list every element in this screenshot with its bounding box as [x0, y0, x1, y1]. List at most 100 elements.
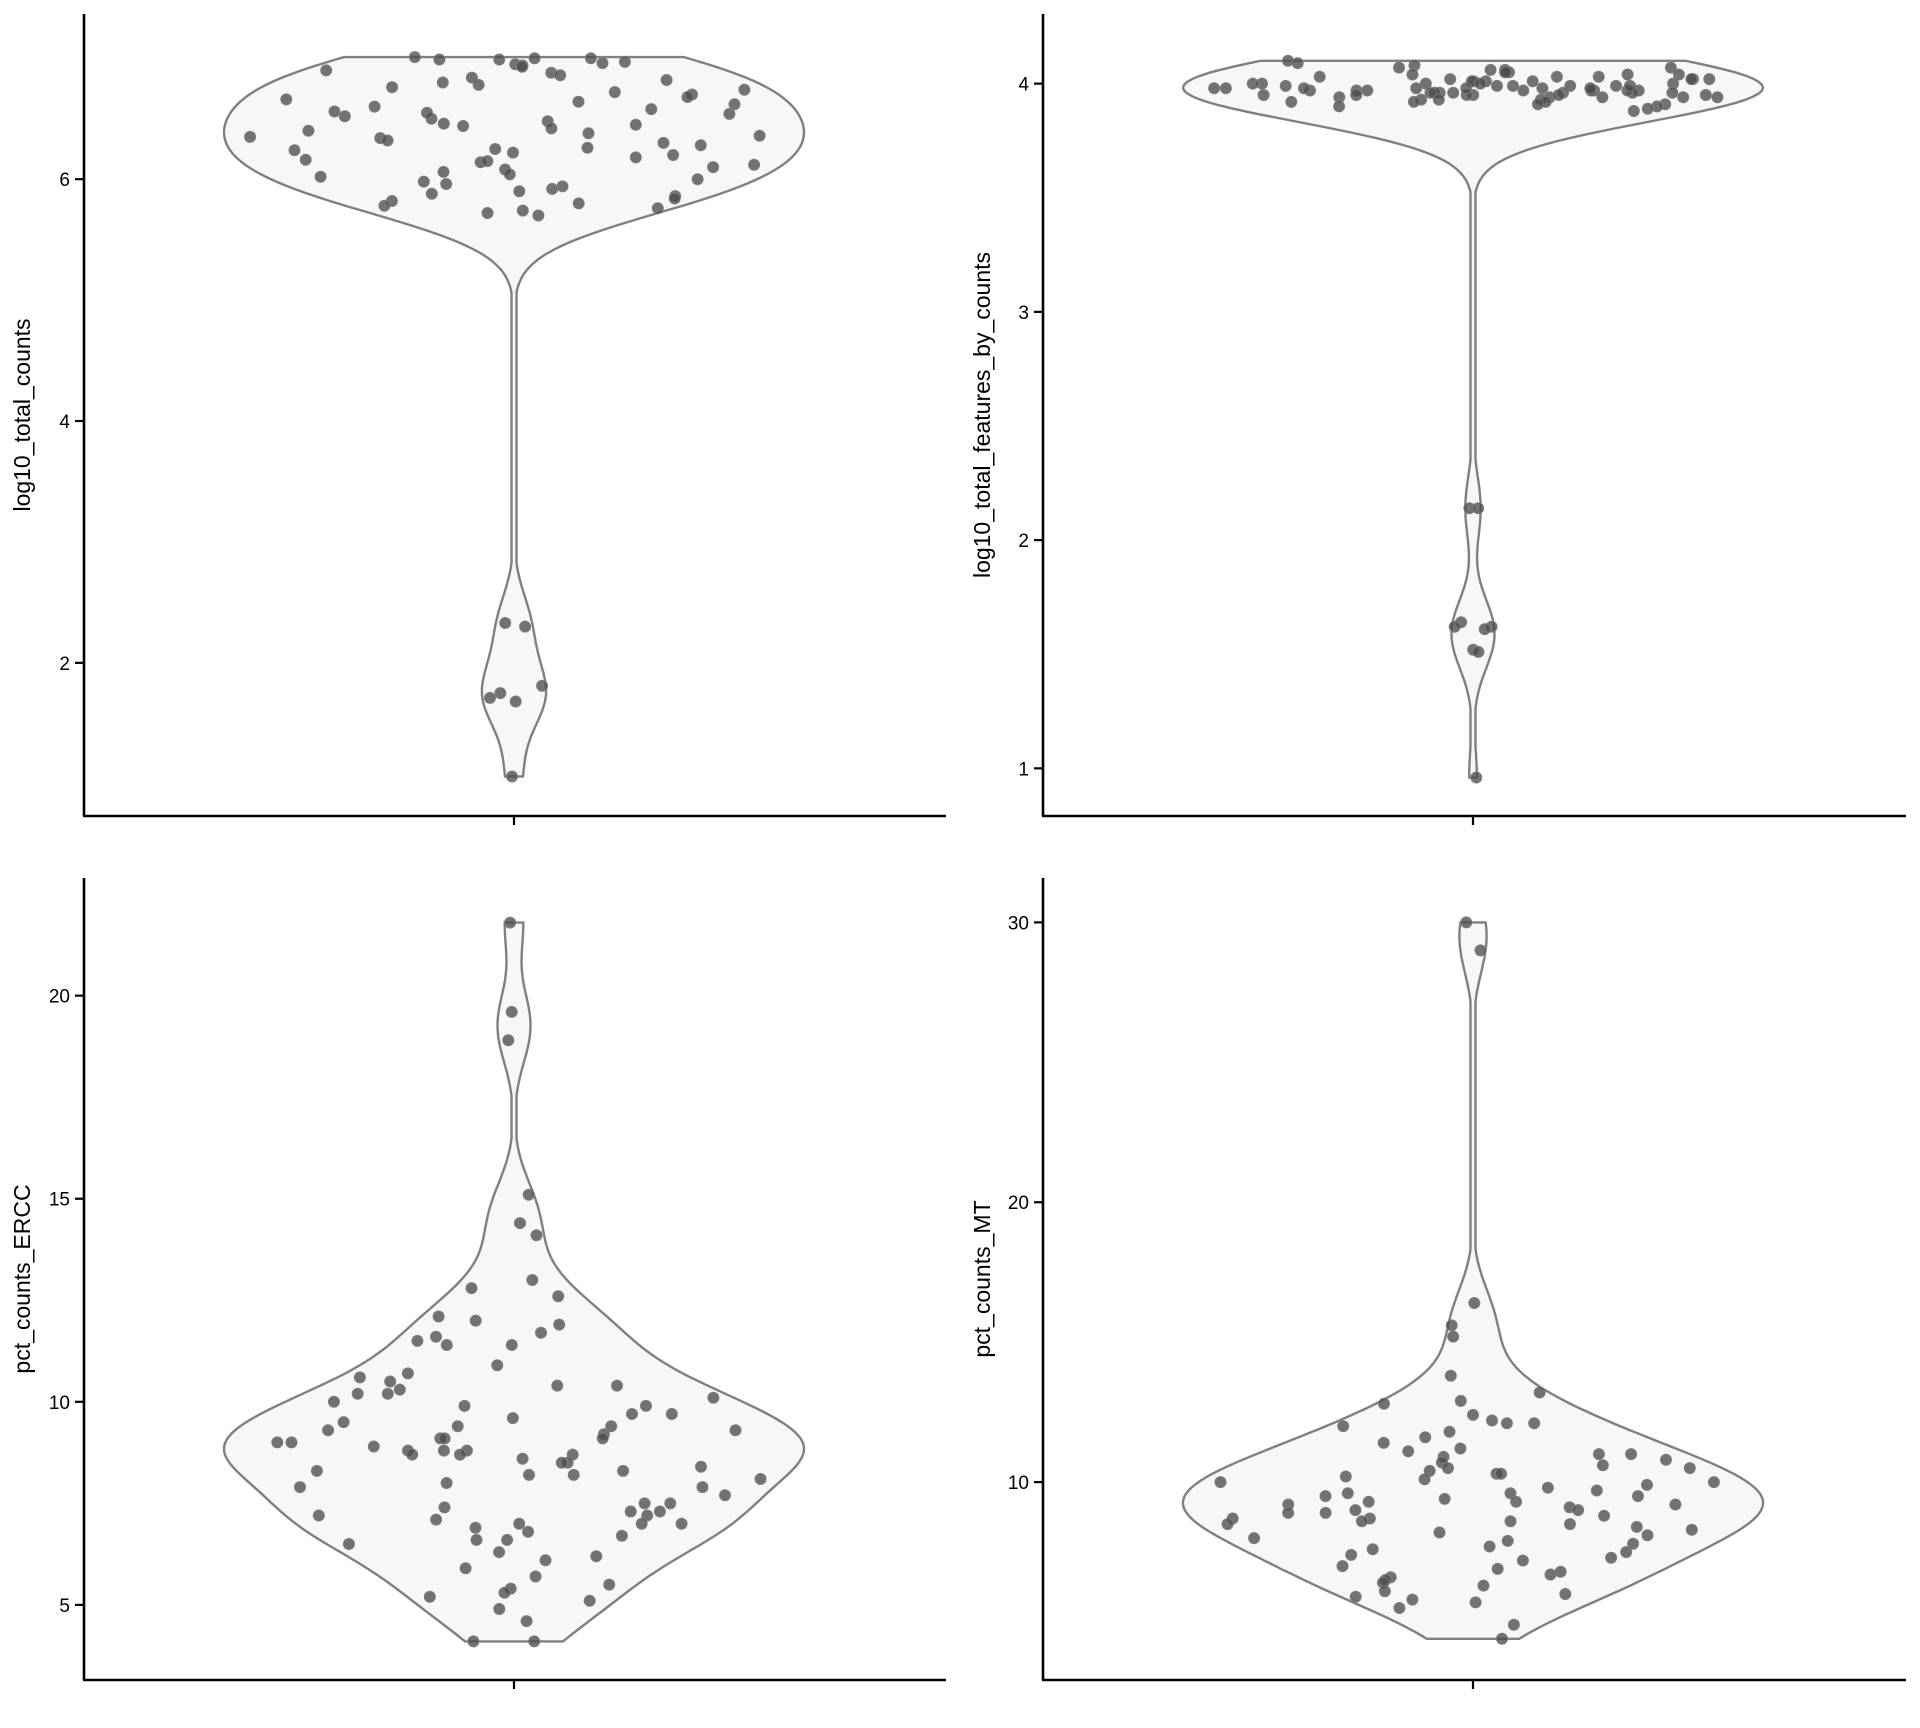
data-point — [1507, 79, 1520, 92]
chart-panel-4: 10 20 30 pct_counts_MT — [969, 878, 1906, 1689]
data-point — [513, 1517, 526, 1530]
data-point — [1474, 77, 1487, 90]
data-point — [1447, 86, 1460, 99]
data-point — [451, 1420, 464, 1433]
data-point — [657, 136, 670, 149]
data-point — [481, 155, 494, 168]
y-tick-label: 30 — [1008, 913, 1029, 934]
data-point — [516, 60, 529, 73]
data-point — [458, 1399, 471, 1412]
data-point — [1219, 82, 1232, 95]
data-point — [314, 170, 327, 183]
data-point — [1282, 54, 1295, 67]
data-point — [681, 91, 694, 104]
data-point — [596, 1432, 609, 1445]
data-point — [437, 117, 450, 130]
data-point — [342, 1538, 355, 1551]
data-point — [523, 1468, 536, 1481]
data-point — [629, 118, 642, 131]
data-point — [440, 1477, 453, 1490]
data-point — [378, 199, 391, 212]
data-point — [1584, 82, 1597, 95]
data-point — [437, 1444, 450, 1457]
data-point — [438, 1501, 451, 1514]
data-point — [1596, 91, 1609, 104]
data-point — [536, 679, 549, 692]
data-point — [1341, 1487, 1354, 1500]
data-point — [753, 129, 766, 142]
data-point — [483, 691, 496, 704]
data-point — [338, 110, 351, 123]
data-point — [1285, 95, 1298, 108]
data-point — [1620, 1546, 1633, 1559]
data-point — [506, 146, 519, 159]
data-point — [433, 53, 446, 66]
data-point — [694, 139, 707, 152]
data-point — [453, 1448, 466, 1461]
data-point — [1424, 86, 1437, 99]
data-point — [1393, 61, 1406, 74]
data-point — [723, 107, 736, 120]
data-point — [546, 182, 559, 195]
data-point — [641, 1509, 654, 1522]
data-point — [384, 1375, 397, 1388]
data-point — [1208, 82, 1221, 95]
data-point — [1703, 73, 1716, 86]
data-point — [1349, 1590, 1362, 1603]
data-point — [1559, 1588, 1572, 1601]
data-point — [707, 161, 720, 174]
violin-body — [222, 55, 806, 778]
chart-panel-1: 2 4 6 log10_total_counts — [9, 14, 946, 825]
data-point — [618, 55, 631, 68]
data-point — [1282, 1506, 1295, 1519]
data-point — [1598, 1509, 1611, 1522]
data-point — [626, 1408, 639, 1421]
data-point — [1500, 1417, 1513, 1430]
data-point — [504, 916, 517, 929]
data-point — [539, 1554, 552, 1567]
data-point — [664, 1497, 677, 1510]
data-point — [603, 1578, 616, 1591]
data-point — [660, 74, 673, 87]
data-point — [437, 165, 450, 178]
data-point — [1333, 100, 1346, 113]
data-point — [1447, 1330, 1460, 1343]
data-point — [1510, 1495, 1523, 1508]
y-tick-label: 10 — [1008, 1473, 1029, 1494]
data-point — [1499, 66, 1512, 79]
data-point — [1472, 502, 1485, 515]
data-point — [555, 1456, 568, 1469]
data-point — [1632, 1490, 1645, 1503]
data-point — [285, 1436, 298, 1449]
data-point — [1448, 620, 1461, 633]
data-point — [695, 1460, 708, 1473]
data-point — [401, 1367, 414, 1380]
data-point — [327, 1395, 340, 1408]
data-point — [299, 153, 312, 166]
data-point — [1516, 1554, 1529, 1567]
data-point — [514, 1217, 527, 1230]
data-point — [1444, 1369, 1457, 1382]
data-point — [1319, 1490, 1332, 1503]
data-point — [1366, 1543, 1379, 1556]
y-axis-title: log10_total_features_by_counts — [969, 252, 995, 578]
data-point — [691, 173, 704, 186]
y-tick-label: 2 — [59, 654, 70, 675]
y-tick-label: 6 — [59, 170, 70, 191]
data-point — [1550, 70, 1563, 83]
data-point — [429, 1330, 442, 1343]
data-point — [425, 187, 438, 200]
data-point — [368, 100, 381, 113]
data-point — [1410, 82, 1423, 95]
data-point — [551, 1379, 564, 1392]
data-point — [489, 142, 502, 155]
data-point — [469, 1521, 482, 1534]
data-point — [411, 1334, 424, 1347]
data-point — [1504, 1515, 1517, 1528]
data-point — [481, 206, 494, 219]
data-point — [505, 770, 518, 783]
data-point — [1460, 82, 1473, 95]
data-point — [640, 1399, 653, 1412]
data-point — [617, 1464, 630, 1477]
data-point — [754, 1473, 767, 1486]
